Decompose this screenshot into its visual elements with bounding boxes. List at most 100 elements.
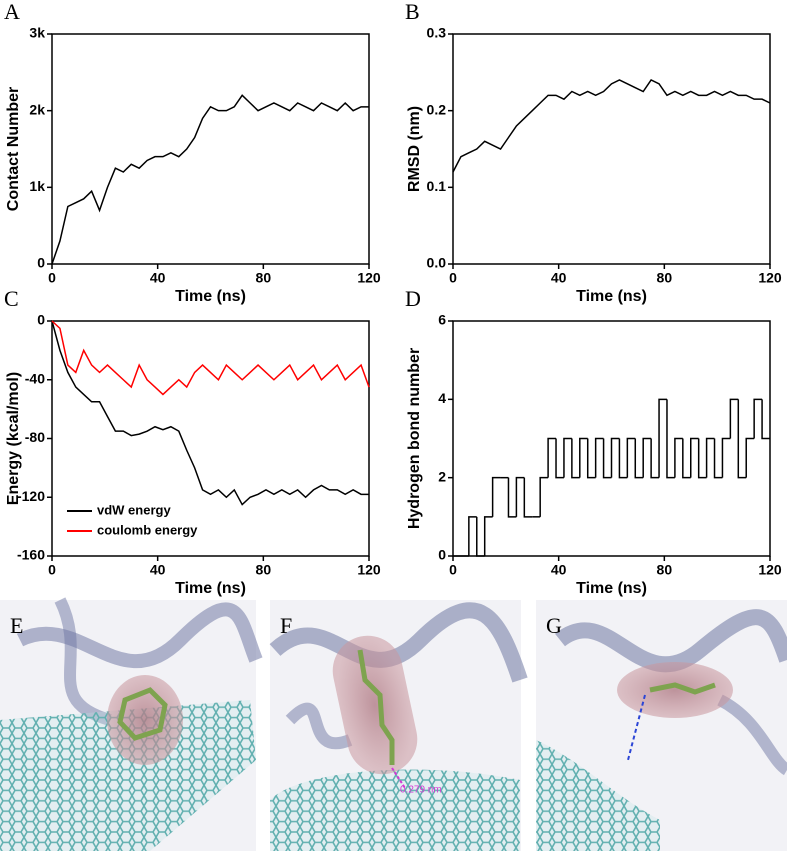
y-tick-label: -80 bbox=[25, 429, 45, 445]
y-tick-label: -160 bbox=[17, 547, 45, 563]
y-tick-label: 0.0 bbox=[427, 255, 447, 271]
distance-label: 0.279 nm bbox=[400, 785, 442, 796]
step-segment bbox=[697, 438, 707, 479]
panel-label: F bbox=[280, 613, 292, 638]
step-segment bbox=[658, 398, 667, 478]
step-segment bbox=[753, 398, 763, 439]
y-tick-label: 0.1 bbox=[427, 178, 447, 194]
image-e: E bbox=[0, 597, 263, 851]
x-tick-label: 40 bbox=[150, 270, 166, 286]
step-segment bbox=[547, 437, 557, 478]
image-g: G bbox=[536, 600, 787, 851]
step-segment bbox=[563, 437, 572, 478]
x-tick-label: 80 bbox=[657, 270, 673, 286]
y-tick-label: 0 bbox=[37, 255, 45, 271]
x-tick-label: 40 bbox=[551, 562, 567, 578]
step-segment bbox=[761, 399, 770, 440]
step-segment bbox=[690, 437, 699, 478]
step-segment bbox=[507, 477, 517, 518]
step-segment bbox=[737, 399, 747, 479]
x-tick-label: 0 bbox=[48, 270, 56, 286]
panel-label: G bbox=[546, 613, 562, 638]
x-axis-label: Time (ns) bbox=[576, 288, 647, 305]
step-segment bbox=[483, 516, 493, 556]
x-tick-label: 40 bbox=[150, 562, 166, 578]
step-segment bbox=[476, 516, 485, 557]
plot-frame bbox=[51, 320, 370, 557]
step-segment bbox=[539, 476, 549, 517]
panel-label: B bbox=[405, 0, 420, 24]
data-line bbox=[51, 320, 369, 506]
y-tick-label: 3k bbox=[29, 25, 45, 41]
legend-label: vdW energy bbox=[97, 502, 171, 517]
chart: 0 40 80 120 -160 -120 -80 -40 0 Time (ns) Energy (… bbox=[4, 286, 381, 597]
x-tick-label: 0 bbox=[449, 270, 457, 286]
legend-label: coulomb energy bbox=[97, 522, 198, 537]
x-tick-label: 80 bbox=[256, 270, 272, 286]
x-tick-label: 80 bbox=[657, 562, 673, 578]
x-tick-label: 120 bbox=[758, 562, 782, 578]
step-segment bbox=[642, 437, 652, 478]
y-tick-label: 6 bbox=[438, 312, 446, 328]
step-segment bbox=[594, 437, 604, 478]
y-tick-label: -40 bbox=[25, 370, 45, 386]
y-axis-label: RMSD (nm) bbox=[406, 106, 423, 192]
y-tick-label: 0 bbox=[438, 547, 446, 563]
panel-label: E bbox=[10, 613, 23, 638]
x-axis-label: Time (ns) bbox=[175, 580, 246, 597]
step-segment bbox=[674, 437, 683, 478]
step-segment bbox=[610, 437, 620, 478]
y-axis-label: Contact Number bbox=[5, 87, 22, 211]
data-line bbox=[51, 320, 370, 396]
step-segment bbox=[579, 437, 588, 478]
chart: 0 40 80 120 0.0 0.1 0.2 0.3 Time (ns) RMSD (nm) B bbox=[405, 0, 782, 305]
image-f: 0.279 nm F bbox=[269, 600, 528, 851]
x-tick-label: 40 bbox=[551, 270, 567, 286]
x-tick-label: 0 bbox=[449, 562, 457, 578]
y-tick-label: 4 bbox=[438, 390, 446, 406]
x-axis-label: Time (ns) bbox=[175, 288, 246, 305]
step-segment bbox=[666, 399, 675, 479]
y-tick-label: 1k bbox=[29, 178, 45, 194]
x-tick-label: 120 bbox=[357, 562, 381, 578]
panel-label: A bbox=[4, 0, 20, 24]
plot-frame bbox=[51, 33, 370, 265]
step-segment bbox=[634, 438, 644, 479]
step-segment bbox=[721, 437, 731, 478]
panel-label: D bbox=[405, 286, 421, 311]
step-segment bbox=[571, 438, 580, 479]
step-segment bbox=[705, 437, 715, 478]
y-tick-label: 0.3 bbox=[427, 25, 447, 41]
step-segment bbox=[523, 477, 533, 518]
y-tick-label: -120 bbox=[17, 488, 45, 504]
y-tick-label: 0 bbox=[37, 312, 45, 328]
y-tick-label: 2 bbox=[438, 468, 446, 484]
step-segment bbox=[515, 476, 525, 517]
step-segment bbox=[650, 438, 660, 479]
step-segment bbox=[491, 476, 501, 517]
step-segment bbox=[682, 438, 691, 479]
step-segment bbox=[626, 437, 636, 478]
x-tick-label: 120 bbox=[357, 270, 381, 286]
step-segment bbox=[729, 398, 739, 439]
y-axis-label: Hydrogen bond number bbox=[406, 348, 423, 529]
data-line bbox=[452, 79, 771, 173]
plot-frame bbox=[452, 33, 771, 265]
step-segment bbox=[586, 438, 596, 479]
x-tick-label: 0 bbox=[48, 562, 56, 578]
step-segment bbox=[713, 438, 723, 479]
x-axis-label: Time (ns) bbox=[576, 580, 647, 597]
chart: 0 40 80 120 0 2 4 6 Time (ns) Hydrogen bond numbe… bbox=[405, 286, 782, 597]
x-tick-label: 120 bbox=[758, 270, 782, 286]
y-tick-label: 0.2 bbox=[427, 101, 447, 117]
step-segment bbox=[555, 438, 564, 479]
x-tick-label: 80 bbox=[256, 562, 272, 578]
step-segment bbox=[745, 437, 755, 478]
y-tick-label: 2k bbox=[29, 101, 45, 117]
chart: 0 40 80 120 0 1k 2k 3k Time (ns) Contact Number A bbox=[4, 0, 381, 305]
step-segment bbox=[468, 516, 477, 556]
data-line bbox=[51, 94, 369, 265]
panel-label: C bbox=[4, 286, 19, 311]
y-axis-label: Energy (kcal/mol) bbox=[5, 372, 22, 505]
